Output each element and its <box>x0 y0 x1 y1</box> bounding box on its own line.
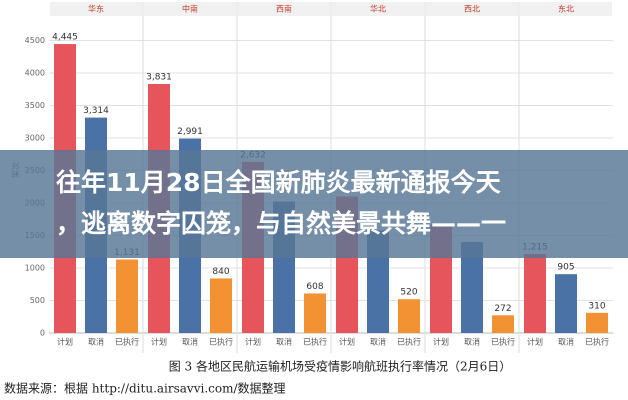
region-header: 中南 <box>182 4 198 14</box>
x-tick-label: 已执行 <box>303 337 327 347</box>
region-header-bg <box>426 2 518 16</box>
y-tick-label: 4000 <box>25 69 45 78</box>
region-header: 西南 <box>276 4 292 14</box>
bar <box>304 293 326 333</box>
region-header: 东北 <box>558 4 574 14</box>
x-tick-label: 计划 <box>433 337 449 347</box>
value-label: 3,314 <box>83 106 109 116</box>
region-header-bg <box>332 2 424 16</box>
y-tick-label: 500 <box>30 296 45 305</box>
x-tick-label: 已执行 <box>397 337 421 347</box>
bar <box>398 299 420 333</box>
region-header-bg <box>520 2 612 16</box>
y-tick-label: 1000 <box>25 264 45 273</box>
x-tick-label: 已执行 <box>585 337 609 347</box>
x-tick-label: 计划 <box>245 337 261 347</box>
region-header: 华东 <box>88 4 104 14</box>
bar <box>210 278 232 333</box>
overlay-line: ，逃离数字囚笼，与自然美景共舞——一 <box>56 209 506 238</box>
x-tick-label: 取消 <box>370 337 386 347</box>
source: 数据来源：根据 http://ditu.airsavvi.com/数据整理 <box>4 381 286 396</box>
bar <box>555 274 577 333</box>
x-tick-label: 取消 <box>88 337 104 347</box>
x-tick-label: 取消 <box>558 337 574 347</box>
y-tick-label: 4500 <box>25 36 45 45</box>
value-label: 272 <box>494 304 511 314</box>
region-header: 西北 <box>464 5 480 14</box>
value-label: 520 <box>400 288 417 298</box>
x-tick-label: 取消 <box>182 337 198 347</box>
x-tick-label: 已执行 <box>115 337 139 347</box>
bar <box>116 259 138 333</box>
value-label: 3,831 <box>146 72 172 82</box>
x-tick-label: 已执行 <box>491 337 515 347</box>
value-label: 608 <box>306 282 323 292</box>
region-header: 华北 <box>370 4 386 14</box>
overlay-line: 往年11月28日全国新肺炎最新通报今天 <box>56 168 501 197</box>
bar <box>524 254 546 333</box>
bar <box>586 312 608 333</box>
y-tick-label: 0 <box>40 329 45 338</box>
y-tick-label: 3500 <box>25 101 45 110</box>
bar <box>461 242 483 333</box>
value-label: 840 <box>212 267 229 277</box>
bar <box>492 315 514 333</box>
x-tick-label: 取消 <box>276 337 292 347</box>
region-header-bg <box>50 2 142 16</box>
value-label: 4,445 <box>52 33 78 43</box>
x-tick-label: 取消 <box>464 337 480 347</box>
overlay-banner <box>0 150 628 258</box>
x-tick-label: 计划 <box>151 337 167 347</box>
region-header-bg <box>144 2 236 16</box>
x-tick-label: 计划 <box>527 337 543 347</box>
x-tick-label: 计划 <box>57 337 73 347</box>
x-tick-label: 已执行 <box>209 337 233 347</box>
y-tick-label: 3000 <box>25 134 45 143</box>
value-label: 2,991 <box>177 127 203 137</box>
x-tick-label: 计划 <box>339 337 355 347</box>
value-label: 905 <box>557 263 574 273</box>
caption: 图 3 各地区民航运输机场受疫情影响航班执行率情况（2月6日） <box>169 359 512 374</box>
region-header-bg <box>238 2 330 16</box>
value-label: 310 <box>588 301 605 311</box>
